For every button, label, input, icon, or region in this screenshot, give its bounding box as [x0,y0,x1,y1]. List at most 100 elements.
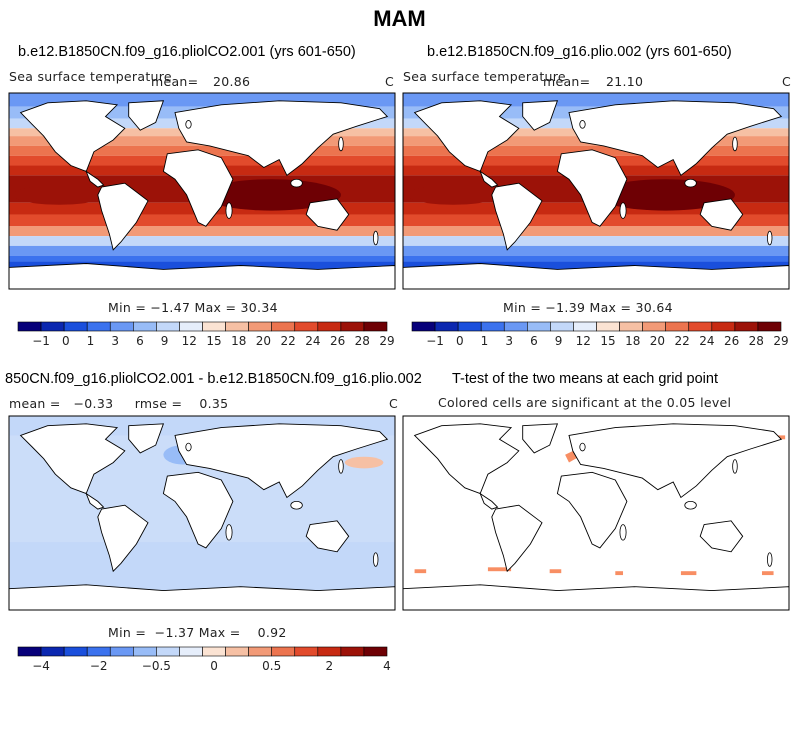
colorbar-swatch [202,646,226,657]
sst-band [403,255,789,262]
colorbar-tick-label: 3 [111,334,119,348]
landmass-central-america [479,170,499,188]
significant-cell [414,569,427,574]
landmass-australia [699,198,744,231]
island-uk [185,120,192,129]
island-japan [732,136,738,152]
sst-band [9,236,395,246]
panel-2-units: C [782,74,792,89]
diff-warm-anomaly [344,456,384,469]
panel-4-map [402,415,790,611]
colorbar-swatch [86,321,111,332]
colorbar-swatch [202,321,226,332]
colorbar-swatch [271,646,296,657]
island-uk [579,442,586,452]
colorbar-tick-label: 0 [62,334,70,348]
colorbar-swatch [503,321,528,332]
colorbar-swatch [317,646,342,657]
panel-1-stats: Min = −1.47 Max = 30.34 [108,300,278,315]
colorbar-swatch [457,321,482,332]
panel-1-mean-label: mean= [151,74,199,89]
colorbar-swatch [363,321,388,332]
landmass-australia [699,520,744,553]
landmass-eurasia [568,100,783,176]
sst-band [403,226,789,237]
colorbar-swatch [109,646,134,657]
colorbar-swatch [711,321,736,332]
colorbar-tick-label: 22 [675,334,690,348]
colorbar-swatch [619,321,643,332]
panel-2-map [402,92,790,290]
colorbar-swatch [642,321,666,332]
colorbar-swatch [527,321,551,332]
landmass-australia [305,520,350,553]
colorbar-swatch [573,321,597,332]
map-frame [402,92,790,290]
panel-3-colorbar: −4 −2 −0.5 0 0.5 2 4 [17,646,391,673]
significant-cell [615,571,624,576]
colorbar-swatch [271,321,296,332]
colorbar-tick-label: 9 [555,334,563,348]
landmass-central-america [85,170,105,188]
significant-cell [549,569,562,574]
colorbar-swatch [179,646,203,657]
colorbar-tick-label: 18 [231,334,246,348]
island-madagascar [619,202,627,219]
panel-3-title: 850CN.f09_g16.pliolCO2.001 - b.e12.B1850… [5,371,422,387]
colorbar-swatch [156,321,180,332]
sst-band [9,245,395,256]
colorbar-swatch [133,646,157,657]
landmass-antarctica [9,263,395,289]
panel-1-map [8,92,396,290]
landmass-africa [162,471,234,549]
figure-title: MAM [373,6,426,31]
colorbar-tick-label: 29 [379,334,394,348]
colorbar-tick-label: −1 [426,334,444,348]
colorbar-swatch [225,321,249,332]
sst-band [403,236,789,246]
warm-pool [596,179,735,211]
colorbar-tick-label: 28 [355,334,370,348]
colorbar-tick-label: 12 [182,334,197,348]
panel-4-subtitle: Colored cells are significant at the 0.0… [438,395,732,410]
colorbar-tick-label: −1 [32,334,50,348]
colorbar-swatch [63,646,88,657]
colorbar-tick-label: 26 [724,334,739,348]
colorbar-tick-label: 6 [530,334,538,348]
landmass-south-america [491,504,543,573]
map-frame [8,415,396,611]
colorbar-swatch [86,646,111,657]
colorbar-swatch [40,321,65,332]
sst-band [9,226,395,237]
colorbar-tick-label: 28 [749,334,764,348]
landmass-central-america [479,492,499,510]
panel-2-colorbar: −1 0 1 3 6 9 12 15 18 20 22 24 26 28 29 [411,321,789,348]
panel-1-units: C [385,74,395,89]
island-uk [579,120,586,129]
colorbar-swatch [665,321,690,332]
colorbar-swatch [248,321,272,332]
panel-4-title: T-test of the two means at each grid poi… [452,371,718,387]
landmass-north-america [19,423,126,495]
colorbar-swatch [179,321,203,332]
colorbar-tick-label: 0.5 [262,659,281,673]
landmass-greenland [522,100,559,131]
landmass-australia [305,198,350,231]
colorbar-swatch [294,321,319,332]
landmass-south-america [97,182,149,251]
panel-2-stats: Min = −1.39 Max = 30.64 [503,300,673,315]
colorbar-tick-label: 24 [305,334,320,348]
colorbar-tick-label: 18 [625,334,640,348]
colorbar-tick-label: 6 [136,334,144,348]
landmass-antarctica [9,584,395,610]
colorbar-tick-label: 0 [210,659,218,673]
landmass-north-america [413,423,520,495]
panel-3-units: C [389,396,399,411]
island-new-zealand [766,230,773,246]
colorbar-tick-label: 20 [650,334,665,348]
significant-cell [680,571,697,576]
island-japan [338,136,344,152]
sst-band [9,255,395,262]
island-new-zealand [372,230,379,246]
colorbar-tick-label: 4 [383,659,391,673]
